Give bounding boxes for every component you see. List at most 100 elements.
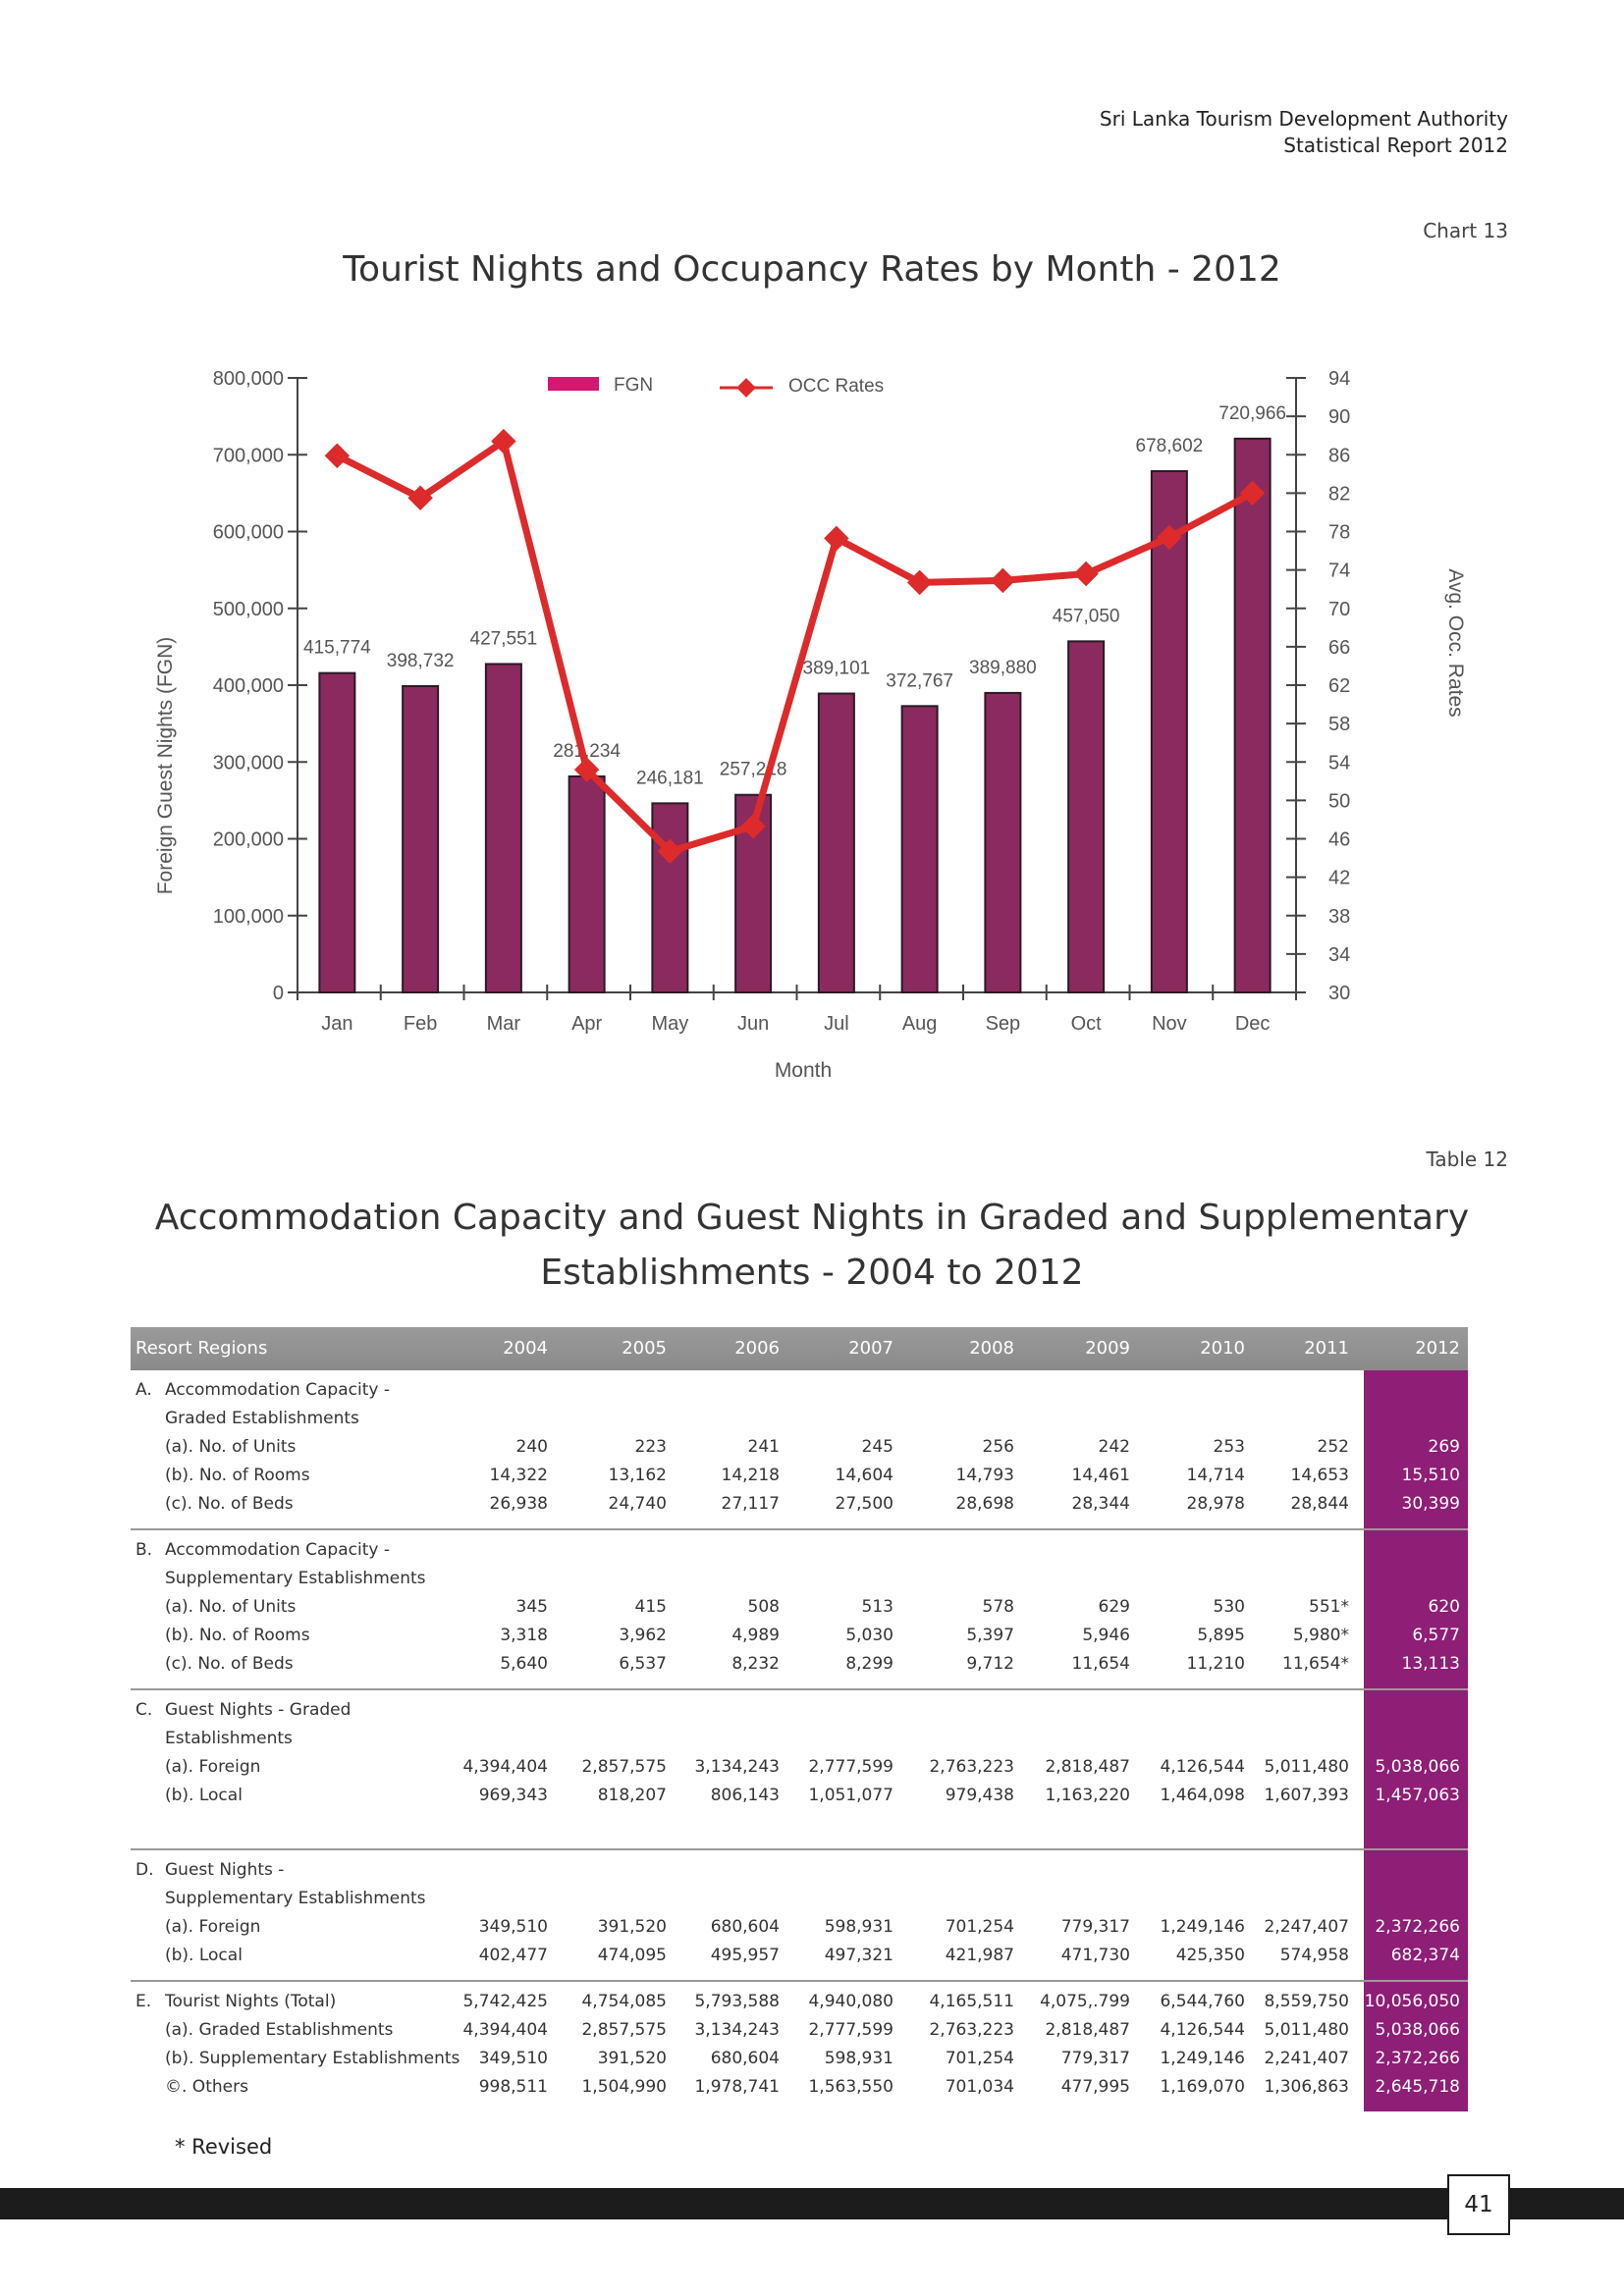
- x-tick-label: May: [651, 1013, 688, 1035]
- table-cell: 5,038,066: [1375, 2020, 1460, 2040]
- table-cell: 14,322: [489, 1466, 548, 1485]
- row-label: Supplementary Establishments: [135, 1565, 426, 1593]
- table-cell: 998,511: [478, 2077, 548, 2097]
- chart-label: Chart 13: [1423, 219, 1508, 242]
- occ-rate-point: [657, 838, 683, 864]
- table-cell: 8,232: [731, 1654, 780, 1674]
- occ-rate-point: [740, 814, 766, 839]
- table-cell: 5,397: [966, 1626, 1014, 1645]
- row-label: A. Accommodation Capacity -: [135, 1376, 390, 1405]
- y-tick-label: 800,000: [213, 368, 284, 390]
- y-tick-label: 600,000: [213, 522, 284, 544]
- table-cell: 345: [515, 1597, 548, 1617]
- y-tick-label: 300,000: [213, 752, 284, 774]
- y2-tick-label: 50: [1328, 790, 1350, 812]
- y2-tick-label: 34: [1328, 944, 1350, 966]
- table-cell: 701,254: [945, 2049, 1014, 2068]
- y2-tick-label: 38: [1328, 906, 1350, 928]
- table-cell: 2,818,487: [1045, 1757, 1130, 1777]
- header-year: 2008: [969, 1338, 1014, 1359]
- table-cell: 4,989: [731, 1626, 780, 1645]
- table-cell: 497,321: [824, 1946, 893, 1965]
- table-cell: 1,249,146: [1160, 1917, 1245, 1937]
- table-cell: 2,857,575: [581, 1757, 667, 1777]
- x-tick-label: Jun: [737, 1013, 769, 1035]
- bar: [484, 663, 522, 993]
- x-tick-label: Nov: [1152, 1013, 1187, 1035]
- table-cell: 6,537: [619, 1654, 667, 1674]
- table-cell: 27,117: [721, 1494, 780, 1514]
- y2-tick-label: 94: [1328, 368, 1350, 390]
- table-cell: 1,306,863: [1264, 2077, 1349, 2097]
- table-row: (a). No. of Units 240 223 241 245 256 242 253 25…: [131, 1433, 1468, 1462]
- row-label-text: ©. Others: [165, 2077, 248, 2097]
- table-cell: 2,645,718: [1375, 2077, 1460, 2097]
- table-cell: 779,317: [1060, 2049, 1130, 2068]
- table-row: (b). No. of Rooms 3,318 3,962 4,989 5,030 5,3…: [131, 1622, 1468, 1650]
- y2-tick-label: 42: [1328, 868, 1350, 889]
- bar: [1233, 437, 1272, 993]
- header-year: 2007: [848, 1338, 893, 1359]
- table-cell: 4,165,511: [929, 1992, 1014, 2011]
- table-row: (a). Foreign 4,394,404 2,857,575 3,134,243 2…: [131, 1753, 1468, 1782]
- table-cell: 245: [861, 1437, 893, 1457]
- table-row: [131, 1810, 1468, 1839]
- row-label: [135, 1810, 165, 1839]
- table-cell: 2,818,487: [1045, 2020, 1130, 2040]
- header-year: 2005: [622, 1338, 667, 1359]
- table-title-line1: Accommodation Capacity and Guest Nights …: [154, 1198, 1470, 1238]
- table-cell: 629: [1098, 1597, 1130, 1617]
- header-year: 2004: [503, 1338, 548, 1359]
- bar: [568, 774, 606, 993]
- table-cell: 349,510: [478, 2049, 548, 2068]
- table-cell: 13,113: [1401, 1654, 1460, 1674]
- row-label-text: Guest Nights -: [165, 1860, 285, 1880]
- row-prefix: E.: [135, 1992, 152, 2011]
- table-cell: 14,653: [1290, 1466, 1349, 1485]
- footer-bar: [0, 2188, 1624, 2219]
- table-cell: 598,931: [824, 2049, 893, 2068]
- table-cell: 474,095: [597, 1946, 667, 1965]
- bar: [1150, 469, 1188, 993]
- table-cell: 806,143: [710, 1786, 780, 1805]
- table-row: (c). No. of Beds 5,640 6,537 8,232 8,299 9,71…: [131, 1650, 1468, 1679]
- table-cell: 979,438: [945, 1786, 1014, 1805]
- table-row: (a). Graded Establishments 4,394,404 2,857…: [131, 2016, 1468, 2045]
- row-label: E. Tourist Nights (Total): [135, 1988, 336, 2016]
- table-cell: 5,640: [500, 1654, 548, 1674]
- table-row: D. Guest Nights -: [131, 1856, 1468, 1885]
- table-cell: 269: [1428, 1437, 1460, 1457]
- row-label: (b). Local: [135, 1942, 243, 1970]
- table-cell: 1,163,220: [1045, 1786, 1130, 1805]
- table-row: (b). Local 969,343 818,207 806,143 1,051,077…: [131, 1782, 1468, 1810]
- table-cell: 5,793,588: [694, 1992, 780, 2011]
- occ-rate-point: [990, 567, 1016, 594]
- table-cell: 5,011,480: [1264, 2020, 1349, 2040]
- table-cell: 240: [515, 1437, 548, 1457]
- y-axis-title: Foreign Guest Nights (FGN): [154, 637, 177, 895]
- table-cell: 5,011,480: [1264, 1757, 1349, 1777]
- table-cell: 14,461: [1071, 1466, 1130, 1485]
- header-year: 2011: [1304, 1338, 1349, 1359]
- bar-value-label: 398,732: [387, 651, 455, 671]
- table-cell: 1,607,393: [1264, 1786, 1349, 1805]
- table-cell: 2,241,407: [1264, 2049, 1349, 2068]
- x-tick-label: Jan: [321, 1013, 352, 1035]
- row-prefix: C.: [135, 1700, 153, 1720]
- x-tick-label: Sep: [986, 1013, 1021, 1035]
- x-tick-label: Aug: [902, 1013, 938, 1035]
- table-row: B. Accommodation Capacity -: [131, 1536, 1468, 1565]
- table-cell: 2,777,599: [808, 1757, 893, 1777]
- row-prefix: B.: [135, 1540, 153, 1560]
- chart: 0 100,000 200,000 300,000 400,000 500,000 600,…: [154, 368, 1467, 1082]
- row-label: (b). Supplementary Establishments: [135, 2045, 460, 2073]
- occ-rate-point: [324, 443, 351, 468]
- x-tick-label: Jul: [824, 1013, 849, 1035]
- y-tick-label: 200,000: [213, 829, 284, 851]
- table-cell: 28,698: [955, 1494, 1014, 1514]
- x-tick-label: Apr: [571, 1013, 602, 1035]
- table-section: C. Guest Nights - Graded Establishments (a)…: [131, 1690, 1468, 1850]
- table-cell: 14,218: [721, 1466, 780, 1485]
- row-label-text: (b). Supplementary Establishments: [165, 2049, 460, 2068]
- table-cell: 5,946: [1082, 1626, 1130, 1645]
